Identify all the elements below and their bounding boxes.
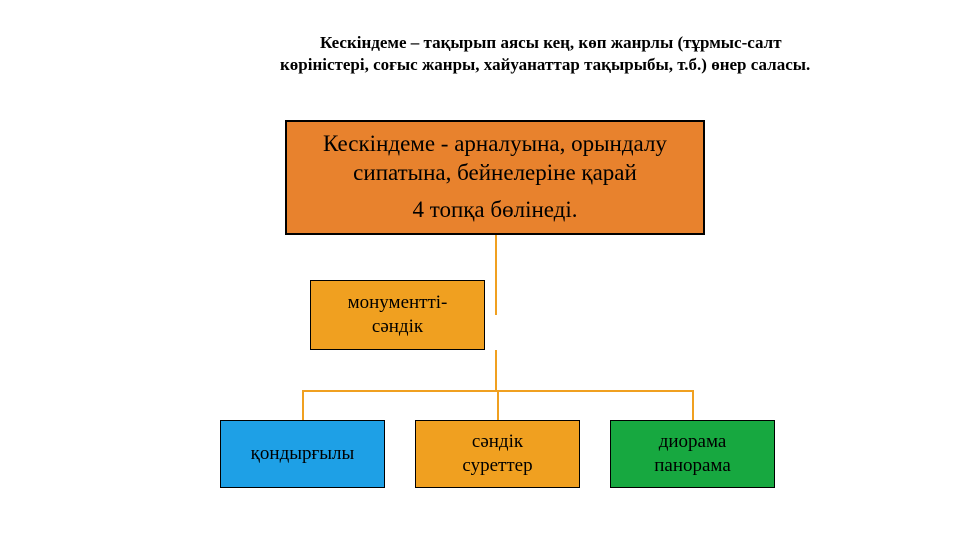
leaf-box-1: қондырғылы	[220, 420, 385, 488]
main-line-1: Кескіндеме - арналуына, орындалу сипатын…	[287, 130, 703, 188]
main-classification-box: Кескіндеме - арналуына, орындалу сипатын…	[285, 120, 705, 235]
main-line-2: 4 топқа бөлінеді.	[412, 196, 577, 225]
leaf-3-line-1: диорама	[659, 430, 727, 454]
mid-line-2: сәндік	[372, 315, 423, 339]
leaf-3-line-2: панорама	[654, 454, 731, 478]
leaf-1-line-1: қондырғылы	[251, 442, 355, 466]
leaf-2-line-1: сәндік	[472, 430, 523, 454]
connector-5	[497, 390, 499, 420]
intro-text: Кескіндеме – тақырып аясы кең, көп жанрл…	[280, 32, 840, 76]
leaf-2-line-2: суреттер	[462, 454, 532, 478]
mid-line-1: монументті-	[348, 291, 448, 315]
connector-1	[495, 235, 497, 315]
leaf-box-2: сәндіксуреттер	[415, 420, 580, 488]
leaf-box-3: диорамапанорама	[610, 420, 775, 488]
connector-4	[302, 390, 304, 420]
connector-6	[692, 390, 694, 420]
mid-category-box: монументті- сәндік	[310, 280, 485, 350]
connector-2	[495, 350, 497, 390]
